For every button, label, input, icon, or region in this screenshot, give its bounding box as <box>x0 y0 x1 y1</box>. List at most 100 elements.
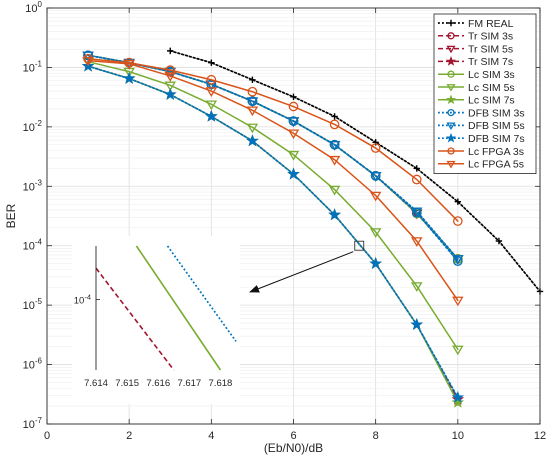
legend-item-dfb-sim-5s: DFB SIM 5s <box>438 120 525 132</box>
legend-label: FM REAL <box>468 18 514 30</box>
zoom-box <box>354 240 365 251</box>
data-point <box>447 108 455 117</box>
data-point <box>454 198 462 205</box>
data-point <box>164 72 176 82</box>
legend-item-tr-sim-3s: Tr SIM 3s <box>438 31 513 43</box>
inset-x-tick-label: 7.614 <box>84 378 108 389</box>
legend-label: Lc FPGA 5s <box>468 159 524 171</box>
data-point <box>328 185 341 196</box>
legend-label: Tr SIM 3s <box>468 31 513 43</box>
legend-label: Lc FPGA 3s <box>468 146 524 158</box>
x-axis-title: (Eb/N0)/dB <box>264 441 323 455</box>
x-tick-label: 6 <box>290 430 296 442</box>
data-point <box>495 237 503 245</box>
data-point <box>445 132 457 143</box>
data-point <box>287 167 300 180</box>
series-line <box>87 60 459 351</box>
data-point <box>246 123 259 134</box>
legend-label: Tr SIM 5s <box>468 43 513 55</box>
data-point <box>246 134 259 147</box>
x-tick-label: 2 <box>126 430 132 442</box>
tick-layer: 0 2 4 6 8 10 12 100 10-1 10-2 10-3 10-4 10-5 10-6 10-7 <box>23 0 547 442</box>
series-line <box>87 57 459 222</box>
legend-item-dfb-sim-7s: DFB SIM 7s <box>438 132 525 145</box>
series-fm-real <box>167 47 544 295</box>
legend-item-lc-sim-5s: Lc SIM 5s <box>438 82 515 94</box>
legend-label: Lc SIM 7s <box>468 95 515 107</box>
y-tick-label: 10-4 <box>23 238 43 253</box>
legend-box <box>433 13 537 175</box>
data-point <box>165 65 176 75</box>
data-point <box>447 32 455 40</box>
x-tick-label: 8 <box>373 430 379 442</box>
y-tick-label: 10-1 <box>23 59 43 74</box>
data-point <box>82 51 94 62</box>
data-point <box>247 86 258 97</box>
data-point <box>369 257 382 269</box>
data-point <box>329 119 340 130</box>
legend-item-tr-sim-5s: Tr SIM 5s <box>438 43 513 55</box>
data-point <box>451 390 465 403</box>
inset-x-tick-label: 7.618 <box>209 378 233 389</box>
inset-series-tr-sim-7s <box>95 267 175 371</box>
data-point <box>411 207 423 218</box>
data-point <box>328 140 341 151</box>
data-point <box>287 150 300 161</box>
data-point <box>447 19 455 27</box>
legend-label: DFB SIM 3s <box>468 107 525 119</box>
legend-item-lc-sim-7s: Lc SIM 7s <box>438 94 515 107</box>
data-point <box>445 94 457 105</box>
zoom-arrow <box>249 251 354 293</box>
inset-background <box>72 236 240 404</box>
legend-label: DFB SIM 5s <box>468 120 525 132</box>
data-point <box>369 191 382 202</box>
inset-x-tick-label: 7.615 <box>115 378 139 389</box>
legend-label: Lc SIM 5s <box>468 82 515 94</box>
x-tick-label: 12 <box>534 430 546 442</box>
y-tick-label: 10-7 <box>23 416 43 431</box>
x-tick-label: 0 <box>44 430 50 442</box>
data-point <box>452 296 464 307</box>
data-point <box>452 216 463 226</box>
data-point <box>328 155 341 166</box>
inset-x-tick-label: 7.616 <box>146 378 170 389</box>
legend-item-tr-sim-7s: Tr SIM 7s <box>438 56 513 68</box>
data-point <box>246 106 259 117</box>
data-point <box>446 84 456 92</box>
data-point <box>164 81 176 92</box>
data-point <box>122 72 136 84</box>
x-tick-label: 10 <box>452 430 464 442</box>
inset-y-tick-label: 10-4 <box>74 292 91 306</box>
data-point <box>369 172 382 182</box>
data-point <box>249 76 256 83</box>
data-point <box>82 56 94 67</box>
y-axis-title: BER <box>4 203 18 228</box>
legend-item-lc-sim-3s: Lc SIM 3s <box>438 69 515 81</box>
inset-plot: 10-4 7.614 7.615 7.616 7.617 7.618 <box>72 236 240 404</box>
data-point <box>451 395 465 408</box>
data-point <box>446 160 456 169</box>
data-point <box>208 59 215 66</box>
data-point <box>369 228 382 238</box>
legend-item-lc-fpga-3s: Lc FPGA 3s <box>438 146 524 158</box>
data-point <box>290 93 297 101</box>
data-point <box>452 256 463 266</box>
data-point <box>164 87 177 100</box>
inset-x-tick-label: 7.617 <box>177 378 201 389</box>
data-point <box>328 208 341 221</box>
legend-label: Tr SIM 7s <box>468 56 513 68</box>
data-point <box>124 57 135 68</box>
x-tick-label: 4 <box>208 430 214 442</box>
data-point <box>452 255 464 265</box>
data-point <box>287 117 300 127</box>
data-point <box>206 74 217 85</box>
data-point <box>413 165 420 172</box>
data-point <box>288 101 299 112</box>
legend-item-fm-real: FM REAL <box>438 18 514 30</box>
data-point <box>205 109 218 122</box>
data-point <box>452 345 464 356</box>
legend-item-lc-fpga-5s: Lc FPGA 5s <box>438 159 524 171</box>
data-point <box>331 113 338 120</box>
series-line <box>87 54 459 260</box>
